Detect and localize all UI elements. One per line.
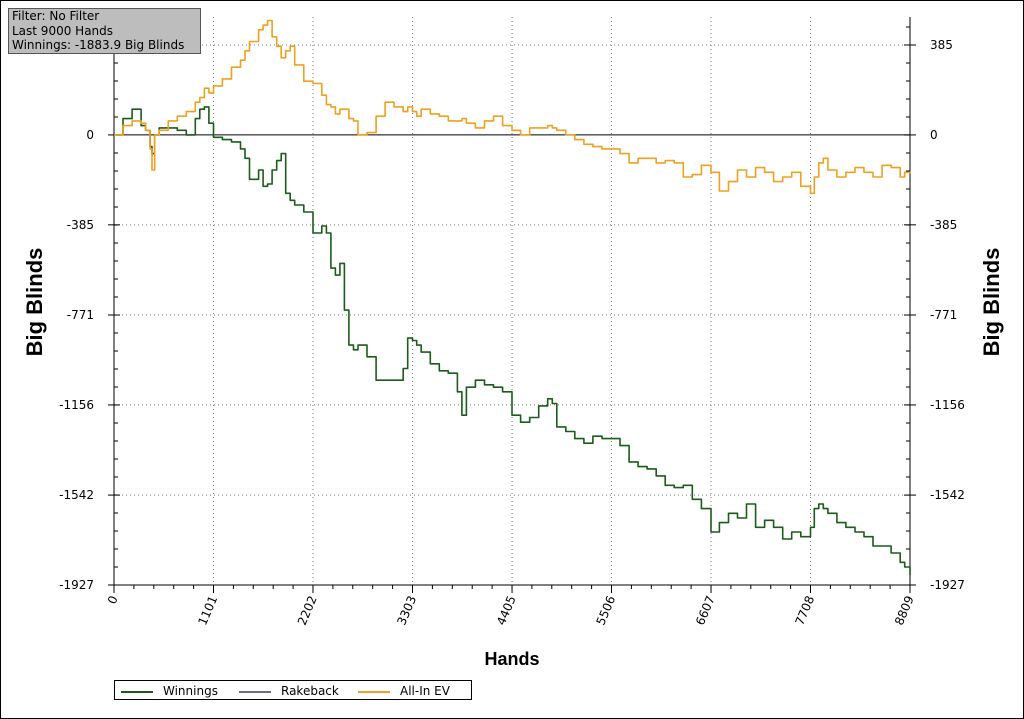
x-tick-label: 1101 bbox=[195, 594, 220, 628]
legend-swatch-rakeback bbox=[239, 691, 271, 693]
y-tick-label-right: -1156 bbox=[930, 398, 965, 412]
x-tick-label: 2202 bbox=[295, 594, 320, 628]
series-layer bbox=[114, 19, 911, 575]
legend-label-allin-ev: All-In EV bbox=[400, 684, 450, 698]
winnings-text: Winnings: -1883.9 Big Blinds bbox=[12, 38, 185, 52]
x-tick-label: 7708 bbox=[792, 594, 817, 628]
axes-layer bbox=[108, 17, 916, 593]
last-hands-text: Last 9000 Hands bbox=[12, 23, 114, 38]
filter-text: Filter: No Filter bbox=[12, 9, 100, 23]
y-tick-label-right: -771 bbox=[930, 308, 957, 322]
grid-layer bbox=[114, 17, 910, 585]
x-tick-label: 0 bbox=[105, 594, 121, 607]
legend-label-rakeback: Rakeback bbox=[281, 684, 339, 698]
y-tick-label-left: -1156 bbox=[59, 398, 94, 412]
x-tick-label: 8809 bbox=[892, 594, 917, 628]
y-tick-label-right: 385 bbox=[930, 38, 953, 52]
x-tick-label: 6607 bbox=[693, 594, 718, 628]
legend-swatch-allin-ev bbox=[358, 691, 390, 693]
y-tick-label-right: -385 bbox=[930, 218, 957, 232]
y-tick-label-left: -1927 bbox=[59, 578, 94, 592]
x-axis-label: Hands bbox=[484, 649, 539, 669]
y-tick-label-right: -1927 bbox=[930, 578, 965, 592]
y-axis-label-left: Big Blinds bbox=[22, 248, 47, 357]
x-tick-label: 4405 bbox=[494, 594, 519, 628]
series-line-winnings bbox=[114, 106, 911, 575]
y-axis-label-right: Big Blinds bbox=[979, 248, 1004, 357]
y-tick-label-left: -385 bbox=[67, 218, 94, 232]
y-tick-label-left: 0 bbox=[86, 128, 94, 142]
y-tick-label-left: -1542 bbox=[59, 488, 94, 502]
legend: Winnings Rakeback All-In EV bbox=[114, 680, 472, 700]
series-line-all-in-ev bbox=[114, 19, 911, 195]
x-tick-label: 3303 bbox=[394, 594, 419, 628]
y-tick-label-right: -1542 bbox=[930, 488, 965, 502]
legend-label-winnings: Winnings bbox=[163, 684, 218, 698]
y-tick-label-left: -771 bbox=[67, 308, 94, 322]
y-tick-label-right: 0 bbox=[930, 128, 938, 142]
info-box: Filter: No Filter Last 9000 Hands Winnin… bbox=[8, 8, 201, 54]
x-tick-label: 5506 bbox=[593, 594, 618, 628]
legend-swatch-winnings bbox=[121, 691, 153, 693]
